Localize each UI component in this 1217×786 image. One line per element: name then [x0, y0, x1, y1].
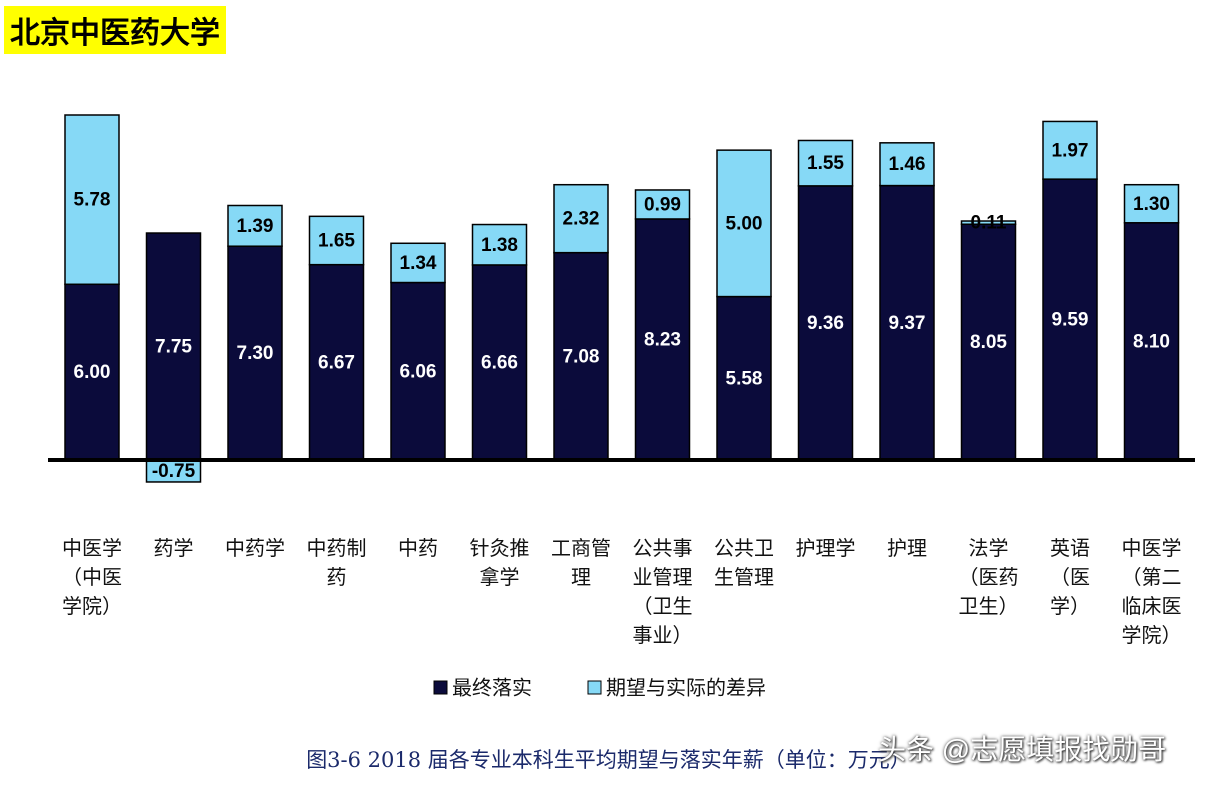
- bar-segment: [1042, 178, 1098, 461]
- data-label: 1.97: [1052, 140, 1089, 161]
- legend-swatch: [587, 680, 602, 695]
- x-tick-label: 护理: [887, 536, 927, 560]
- bar-segment: [879, 184, 935, 461]
- x-tick-label: 护理学: [795, 536, 856, 560]
- data-label: 9.36: [807, 313, 844, 334]
- data-label: 5.78: [74, 190, 111, 211]
- bar-segment: [1123, 222, 1180, 461]
- bar-segment: [634, 189, 691, 220]
- bar-segment: [227, 204, 283, 247]
- data-label: 6.06: [400, 361, 437, 382]
- data-label: 1.65: [318, 231, 355, 252]
- x-tick-label: 法学 （医药 卫生）: [958, 536, 1019, 618]
- bar-segment: [1042, 120, 1098, 180]
- legend-label: 期望与实际的差异: [606, 676, 766, 700]
- data-label: 6.67: [318, 352, 355, 373]
- bar-segment: [797, 139, 854, 187]
- data-label: 1.34: [400, 253, 437, 274]
- data-label: 5.00: [726, 213, 763, 234]
- data-label: 8.10: [1133, 331, 1170, 352]
- bar-segment: [390, 281, 446, 461]
- bar-segment: [553, 183, 609, 254]
- data-label: 9.59: [1052, 310, 1089, 331]
- data-label: 5.58: [726, 368, 763, 389]
- x-tick-label: 公共事 业管理 （卫生 事业）: [632, 536, 693, 647]
- bar-segment: [145, 232, 202, 461]
- data-label: 0.99: [644, 194, 681, 215]
- data-label: 6.00: [74, 362, 111, 383]
- bar-segment: [797, 185, 854, 461]
- data-label: 7.75: [155, 337, 192, 358]
- chart-caption: 图3-6 2018 届各专业本科生平均期望与落实年薪（单位：万元）: [306, 748, 911, 772]
- data-label: 6.66: [481, 352, 518, 373]
- bar-segment: [1123, 183, 1180, 224]
- bar-segment: [471, 223, 528, 266]
- data-label: 7.30: [237, 343, 274, 364]
- data-label: 1.38: [481, 235, 518, 256]
- x-tick-label: 中药制 药: [306, 536, 367, 589]
- data-label: 1.39: [237, 216, 274, 237]
- data-label: 8.05: [970, 332, 1007, 353]
- bar-segment: [960, 223, 1017, 461]
- legend-swatch: [433, 680, 448, 695]
- bar-segment: [64, 114, 120, 286]
- data-label: 0.11: [971, 213, 1007, 234]
- page-title: 北京中医药大学: [4, 6, 226, 54]
- data-label: 1.30: [1133, 194, 1170, 215]
- data-label: 1.55: [807, 153, 844, 174]
- x-tick-label: 中医学 （中医 学院）: [62, 536, 122, 618]
- bar-segment: [716, 149, 772, 298]
- data-label: 7.08: [563, 346, 600, 367]
- data-label: 1.46: [889, 154, 926, 175]
- x-tick-label: 英语 （医 学）: [1050, 536, 1090, 618]
- bar-segment: [716, 295, 772, 461]
- bar-segment: [879, 142, 935, 187]
- bar-segment: [960, 220, 1017, 225]
- bar-segment: [634, 218, 691, 461]
- data-label: 8.23: [644, 329, 681, 350]
- x-tick-label: 中医学 （第二 临床医 学院）: [1121, 536, 1182, 647]
- x-tick-label: 针灸推 拿学: [469, 536, 530, 589]
- x-tick-label: 中药: [398, 536, 438, 560]
- bar-segment: [553, 251, 609, 461]
- x-tick-label: 药学: [153, 536, 194, 560]
- x-tick-label: 公共卫 生管理: [714, 536, 774, 589]
- legend-label: 最终落实: [452, 676, 532, 700]
- bar-segment: [308, 263, 365, 461]
- bar-segment: [390, 242, 446, 284]
- data-label: -0.75: [152, 461, 196, 482]
- bar-segment: [308, 215, 365, 266]
- data-label: 2.32: [563, 209, 600, 230]
- data-label: 9.37: [889, 313, 926, 334]
- x-tick-label: 中药学: [225, 536, 285, 560]
- watermark: 头条 @志愿填报找勋哥: [878, 734, 1167, 765]
- x-tick-label: 工商管 理: [551, 536, 611, 589]
